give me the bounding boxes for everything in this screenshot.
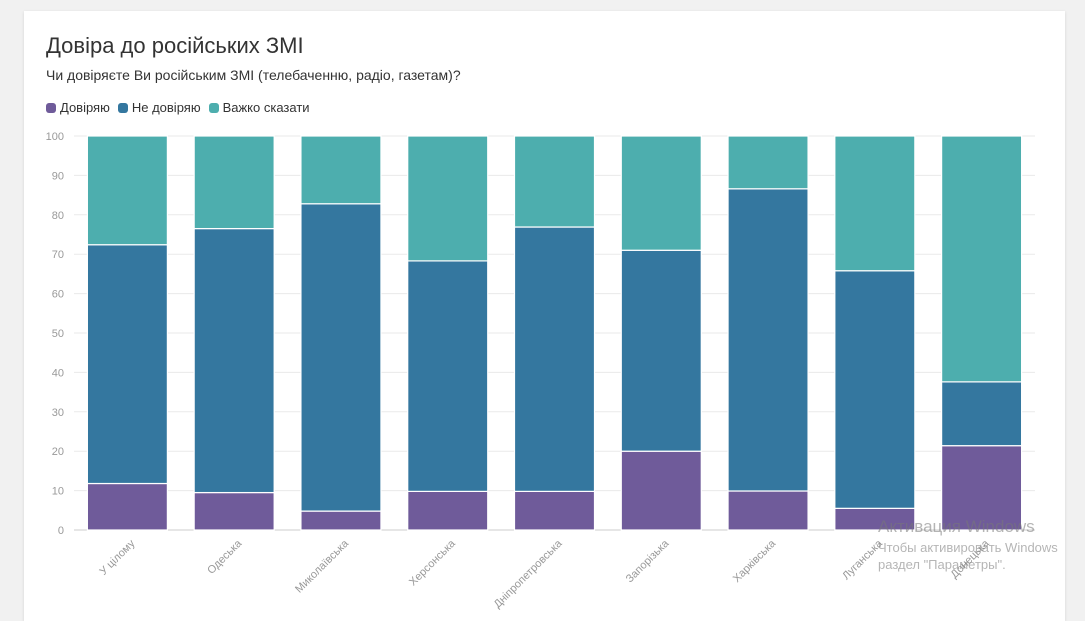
x-tick-label: Харківська xyxy=(731,537,779,585)
x-tick-label: Дніпропетровська xyxy=(492,537,566,611)
bar-segment[interactable] xyxy=(300,203,382,512)
bar-segment[interactable] xyxy=(727,490,809,531)
bar-segment[interactable] xyxy=(941,135,1023,383)
legend-label-distrust: Не довіряю xyxy=(131,100,201,115)
y-tick-label: 60 xyxy=(52,289,64,301)
bar-segment[interactable] xyxy=(300,135,382,205)
x-tick-label: Донецька xyxy=(949,537,993,581)
y-tick-label: 90 xyxy=(52,170,64,182)
y-tick-label: 10 xyxy=(52,486,64,498)
bar-segment[interactable] xyxy=(407,135,489,262)
legend-label-trust: Довіряю xyxy=(60,100,110,115)
y-tick-label: 50 xyxy=(52,328,64,340)
x-tick-label: Луганська xyxy=(840,537,885,582)
legend-swatch-hard-to-say xyxy=(208,102,219,113)
y-tick-label: 0 xyxy=(58,525,64,537)
legend-item-hard-to-say[interactable]: Важко сказати xyxy=(208,100,310,115)
legend-swatch-trust xyxy=(46,102,56,113)
x-tick-label: Одеська xyxy=(205,537,245,577)
y-tick-label: 100 xyxy=(46,131,64,143)
bar-segment[interactable] xyxy=(727,188,809,492)
y-tick-label: 70 xyxy=(52,249,64,261)
x-tick-label: Херсонська xyxy=(407,537,458,588)
bar-segment[interactable] xyxy=(86,135,168,246)
y-tick-label: 20 xyxy=(52,446,64,458)
y-tick-label: 80 xyxy=(52,210,64,222)
x-tick-label: Запорізька xyxy=(624,537,672,585)
x-tick-label: У цілому xyxy=(97,537,137,577)
bar-segment[interactable] xyxy=(193,491,275,531)
bar-segment[interactable] xyxy=(407,490,489,531)
y-tick-label: 30 xyxy=(52,407,64,419)
chart-title: Довіра до російських ЗМІ xyxy=(46,33,304,58)
bar-segment[interactable] xyxy=(513,490,596,531)
bar-segment[interactable] xyxy=(300,510,382,531)
bar-segment[interactable] xyxy=(513,226,596,492)
y-tick-label: 40 xyxy=(52,367,64,379)
bar-segment[interactable] xyxy=(86,244,168,485)
legend-item-distrust[interactable]: Не довіряю xyxy=(117,100,201,115)
bar-segment[interactable] xyxy=(193,135,275,230)
bar-segment[interactable] xyxy=(834,135,916,272)
bar-segment[interactable] xyxy=(941,445,1023,531)
legend-label-hard-to-say: Важко сказати xyxy=(222,100,310,115)
chart-subtitle: Чи довіряєте Ви російським ЗМІ (телебаче… xyxy=(46,67,461,83)
bar-segment[interactable] xyxy=(620,450,702,531)
bar-segment[interactable] xyxy=(620,135,702,251)
bar-segment[interactable] xyxy=(941,381,1023,447)
bar-segment[interactable] xyxy=(86,482,168,531)
bar-segment[interactable] xyxy=(834,507,916,531)
chart-legend: Довіряю Не довіряю Важко сказати xyxy=(46,100,310,115)
legend-swatch-distrust xyxy=(117,102,128,113)
bar-segment[interactable] xyxy=(834,270,916,509)
bar-segment[interactable] xyxy=(727,135,809,190)
bar-segment[interactable] xyxy=(620,249,702,452)
legend-item-trust[interactable]: Довіряю xyxy=(46,100,110,115)
bar-segment[interactable] xyxy=(193,227,275,494)
bar-segment[interactable] xyxy=(407,260,489,492)
x-tick-label: Миколаївська xyxy=(293,537,351,595)
bar-segment[interactable] xyxy=(513,135,596,228)
